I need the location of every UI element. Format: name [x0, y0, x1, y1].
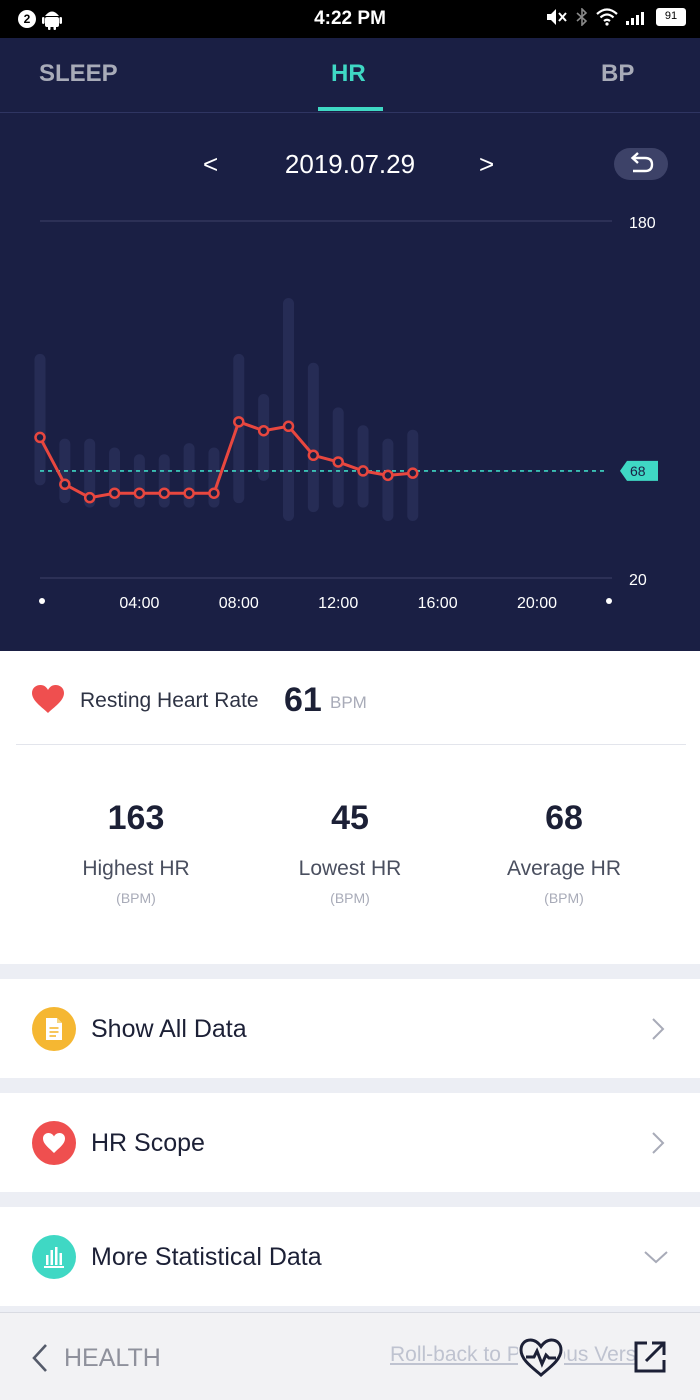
previous-date-button[interactable]: < — [203, 149, 219, 179]
hr-data-point-1 — [59, 478, 71, 491]
hr-scope-row[interactable]: HR Scope — [0, 1093, 700, 1192]
average-hr-value: 68 — [545, 799, 583, 837]
highest-hr-label: Highest HR — [82, 857, 190, 880]
health-back-button[interactable]: HEALTH — [30, 1343, 161, 1373]
notification-count-badge: 2 — [18, 10, 36, 28]
resting-heart-rate-unit: BPM — [330, 693, 367, 712]
heart-pulse-icon[interactable] — [518, 1337, 564, 1379]
hr-data-point-14 — [382, 469, 394, 482]
return-today-button[interactable] — [614, 148, 668, 180]
chevron-right-icon — [652, 1018, 665, 1040]
highest-hr-value: 163 — [107, 799, 165, 837]
top-tab-bar: SLEEP HR BP — [0, 38, 700, 113]
average-hr-stat: 68 Average HR (BPM) — [454, 799, 674, 906]
more-statistical-data-row[interactable]: More Statistical Data — [0, 1207, 700, 1306]
share-external-icon[interactable] — [632, 1339, 668, 1375]
resting-heart-rate-label: Resting Heart Rate — [80, 689, 259, 712]
active-tab-indicator — [318, 107, 383, 111]
hr-data-point-12 — [332, 456, 344, 468]
lowest-hr-value: 45 — [331, 799, 369, 837]
tab-hr[interactable]: HR — [331, 60, 366, 87]
summary-divider — [16, 744, 686, 745]
tab-sleep[interactable]: SLEEP — [39, 60, 118, 87]
chart-panel — [0, 113, 700, 651]
tab-bp[interactable]: BP — [601, 60, 635, 87]
rollback-previous-version-link[interactable]: Roll-back to Previous Version — [390, 1343, 635, 1366]
heart-icon — [32, 685, 64, 713]
x-tick-label-4: 20:00 — [517, 595, 557, 612]
hr-data-point-8 — [233, 416, 245, 428]
hr-data-point-0 — [34, 431, 46, 444]
hr-data-point-7 — [208, 487, 220, 499]
highest-hr-unit: (BPM) — [116, 890, 156, 906]
bottom-bar: HEALTH Roll-back to Previous Version — [0, 1312, 700, 1400]
x-tick-label-0: 04:00 — [119, 595, 159, 612]
next-date-button[interactable]: > — [479, 149, 495, 179]
mute-icon — [547, 9, 567, 25]
battery-icon: 91 — [656, 8, 686, 26]
hr-series-line — [38, 419, 413, 500]
average-hr-label: Average HR — [506, 857, 621, 880]
hr-data-point-11 — [307, 449, 320, 462]
hr-data-point-4 — [133, 487, 146, 499]
average-hr-badge-label: 68 — [630, 463, 646, 479]
more-statistical-data-label: More Statistical Data — [91, 1243, 322, 1271]
bar-chart-icon — [32, 1235, 76, 1279]
hr-data-point-5 — [158, 487, 170, 499]
status-time: 4:22 PM — [314, 8, 386, 29]
heart-rate-chart: 180 20 68 04:00 08:00 12:00 16:00 20:00 — [34, 215, 658, 612]
health-back-label: HEALTH — [64, 1343, 161, 1372]
heart-rate-summary-card: Resting Heart Rate 61 BPM 163 Highest HR… — [0, 651, 700, 964]
hr-data-point-9 — [257, 424, 270, 437]
date-navigator: < 2019.07.29 > — [0, 147, 700, 181]
heart-icon — [32, 1121, 76, 1165]
hr-data-point-15 — [407, 467, 419, 479]
x-axis-start-dot — [39, 598, 45, 604]
x-tick-label-1: 08:00 — [219, 595, 259, 612]
hr-data-point-6 — [183, 487, 195, 499]
x-axis-end-dot — [606, 598, 612, 604]
lowest-hr-stat: 45 Lowest HR (BPM) — [240, 799, 460, 906]
hr-scope-label: HR Scope — [91, 1129, 205, 1157]
lowest-hr-unit: (BPM) — [330, 890, 370, 906]
resting-heart-rate-value: 61 — [284, 681, 322, 719]
average-hr-badge: 68 — [620, 460, 658, 481]
signal-icon — [626, 12, 644, 25]
bluetooth-icon — [576, 8, 588, 26]
average-hr-unit: (BPM) — [544, 890, 584, 906]
chevron-left-icon — [32, 1344, 47, 1372]
hr-data-point-13 — [357, 465, 369, 477]
document-icon — [32, 1007, 76, 1051]
hr-data-point-10 — [282, 420, 295, 433]
y-axis-max-label: 180 — [629, 215, 656, 232]
hr-data-point-3 — [108, 487, 121, 499]
wifi-icon — [596, 8, 618, 26]
android-icon — [42, 11, 62, 30]
status-bar: 2 4:22 PM 91 — [0, 0, 700, 38]
chevron-right-icon — [652, 1132, 665, 1154]
x-tick-label-2: 12:00 — [318, 595, 358, 612]
resting-heart-rate-row: Resting Heart Rate 61 BPM — [0, 651, 700, 744]
hr-data-point-2 — [83, 491, 96, 504]
y-axis-min-label: 20 — [629, 572, 647, 589]
highest-hr-stat: 163 Highest HR (BPM) — [26, 799, 246, 906]
x-tick-label-3: 16:00 — [418, 595, 458, 612]
undo-arrow-icon — [630, 152, 654, 173]
chevron-down-icon — [644, 1251, 668, 1264]
show-all-data-row[interactable]: Show All Data — [0, 979, 700, 1078]
show-all-data-label: Show All Data — [91, 1015, 247, 1043]
current-date: 2019.07.29 — [284, 149, 416, 179]
lowest-hr-label: Lowest HR — [298, 857, 402, 880]
